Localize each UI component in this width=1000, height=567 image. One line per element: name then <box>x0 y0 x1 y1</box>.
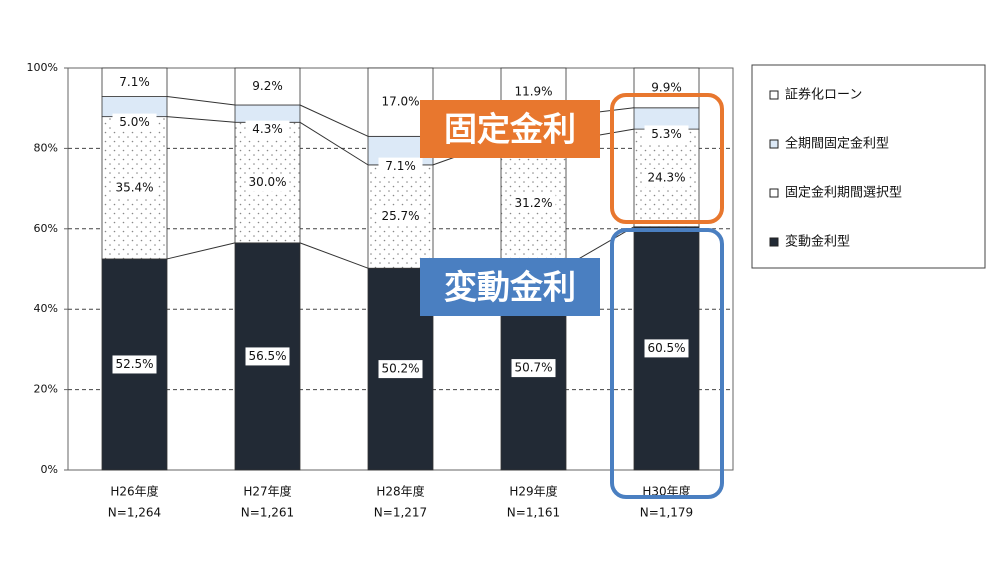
value-label: 24.3% <box>647 170 685 184</box>
value-label: 31.2% <box>514 196 552 210</box>
highlight-frame <box>610 228 724 499</box>
legend-label: 固定金利期間選択型 <box>785 185 902 201</box>
value-label: 7.1% <box>385 159 416 173</box>
value-label-bg <box>245 77 290 96</box>
annotation-box <box>420 258 600 316</box>
x-tick-label: H27年度 <box>243 484 291 499</box>
bar-segment <box>234 104 301 123</box>
annotation-text: 変動金利 <box>444 268 576 307</box>
y-tick-label: 100% <box>27 61 58 74</box>
connector <box>166 116 236 123</box>
annotation-box <box>420 100 600 158</box>
value-label-bg <box>511 359 556 378</box>
legend-swatch <box>769 139 779 149</box>
value-label-bg <box>245 347 290 366</box>
legend-box <box>751 64 986 269</box>
x-tick-label: H26年度 <box>110 484 158 499</box>
value-label-bg <box>112 355 157 374</box>
connector <box>299 121 369 166</box>
x-tick-label: H30年度 <box>642 484 690 499</box>
value-label-bg <box>378 207 423 226</box>
value-label: 56.5% <box>248 349 286 363</box>
value-label: 11.9% <box>514 84 552 98</box>
x-tick-sublabel: N=1,264 <box>108 506 161 520</box>
value-label: 9.2% <box>252 79 283 93</box>
y-tick-label: 80% <box>34 141 58 154</box>
y-tick-label: 40% <box>34 302 58 315</box>
legend-label: 証券化ローン <box>785 87 862 103</box>
x-tick-sublabel: N=1,179 <box>640 506 693 520</box>
connector <box>166 242 236 260</box>
value-label: 5.3% <box>651 127 682 141</box>
value-label-bg <box>644 125 689 144</box>
y-tick-label: 60% <box>34 222 58 235</box>
x-tick-sublabel: N=1,161 <box>507 506 560 520</box>
legend-swatch <box>769 188 779 198</box>
value-label: 52.5% <box>115 357 153 371</box>
value-label: 35.4% <box>115 180 153 194</box>
value-label-bg <box>644 339 689 358</box>
annotation-text: 固定金利 <box>444 110 576 149</box>
value-label: 5.0% <box>119 115 150 129</box>
value-label-bg <box>112 73 157 92</box>
connector <box>166 96 236 106</box>
x-tick-sublabel: N=1,261 <box>241 506 294 520</box>
value-label: 9.9% <box>651 80 682 94</box>
y-tick-label: 20% <box>34 383 58 396</box>
value-label-bg <box>511 82 556 101</box>
value-label: 7.1% <box>119 75 150 89</box>
x-tick-label: H28年度 <box>376 484 424 499</box>
y-tick-label: 0% <box>41 463 58 476</box>
value-label-bg <box>378 157 423 176</box>
value-label: 60.5% <box>647 341 685 355</box>
x-tick-sublabel: N=1,217 <box>374 506 427 520</box>
value-label: 50.7% <box>514 361 552 375</box>
legend-label: 変動金利型 <box>785 234 850 250</box>
value-label-bg <box>112 113 157 132</box>
value-label: 17.0% <box>381 95 419 109</box>
value-label: 50.2% <box>381 362 419 376</box>
value-label-bg <box>644 78 689 97</box>
connector <box>299 104 369 137</box>
value-label-bg <box>245 173 290 192</box>
value-label-bg <box>112 178 157 197</box>
value-label-bg <box>378 93 423 112</box>
legend-swatch <box>769 237 779 247</box>
legend-label: 全期間固定金利型 <box>785 136 889 152</box>
connector <box>299 242 369 269</box>
value-label-bg <box>644 168 689 187</box>
value-label-bg <box>245 120 290 139</box>
legend-swatch <box>769 90 779 100</box>
highlight-frame <box>610 93 724 224</box>
value-label: 25.7% <box>381 209 419 223</box>
value-label-bg <box>511 194 556 213</box>
value-label-bg <box>378 360 423 379</box>
value-label: 30.0% <box>248 175 286 189</box>
value-label: 4.3% <box>252 122 283 136</box>
x-tick-label: H29年度 <box>509 484 557 499</box>
